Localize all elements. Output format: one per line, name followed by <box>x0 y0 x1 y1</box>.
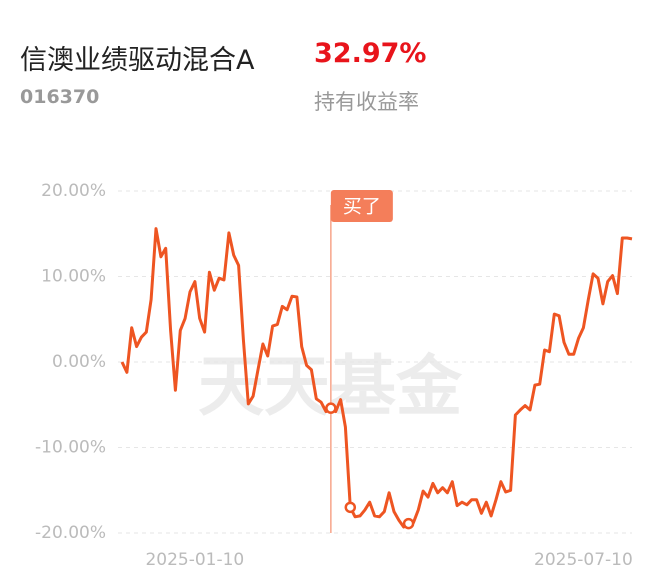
fund-code: 016370 <box>20 86 100 108</box>
y-tick-label: 0.00% <box>52 352 106 372</box>
trade-dot <box>344 501 357 514</box>
buy-tag <box>330 190 393 222</box>
series-line <box>120 227 633 529</box>
return-value: 32.97% <box>314 38 427 69</box>
x-tick-label: 2025-07-10 <box>534 550 633 570</box>
trade-dot <box>402 517 415 530</box>
x-tick-label: 2025-01-10 <box>145 550 244 570</box>
return-label: 持有收益率 <box>314 90 419 114</box>
buy-tag-label: 买了 <box>343 196 381 218</box>
fund-name: 信澳业绩驱动混合A <box>20 45 255 76</box>
y-tick-label: -10.00% <box>35 438 106 458</box>
y-tick-label: 10.00% <box>41 267 106 287</box>
y-tick-label: 20.00% <box>41 181 106 201</box>
y-tick-label: -20.00% <box>35 523 106 543</box>
trade-dot <box>325 402 337 414</box>
